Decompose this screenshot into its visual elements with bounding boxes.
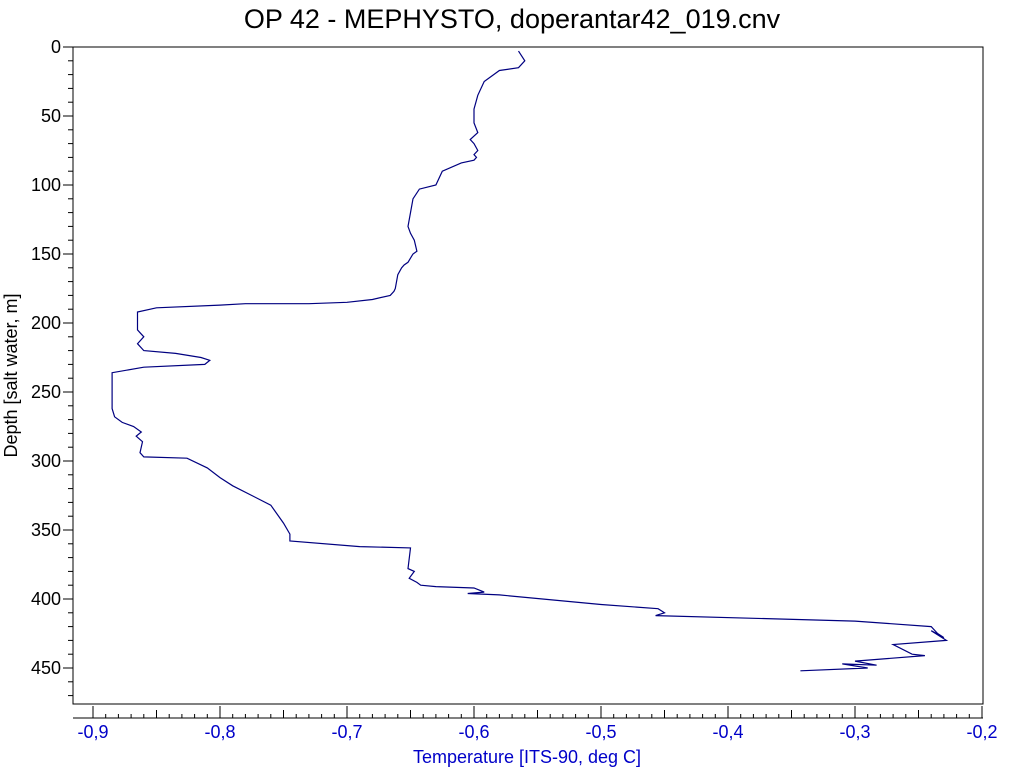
- x-axis-label: Temperature [ITS-90, deg C]: [413, 747, 641, 767]
- y-tick-label: 0: [51, 37, 61, 57]
- x-tick-label: -0,7: [331, 722, 362, 742]
- y-tick-label: 250: [31, 382, 61, 402]
- chart-title: OP 42 - MEPHYSTO, doperantar42_019.cnv: [244, 4, 781, 34]
- y-tick-label: 300: [31, 451, 61, 471]
- y-tick-label: 100: [31, 175, 61, 195]
- y-tick-label: 350: [31, 520, 61, 540]
- x-tick-label: -0,3: [839, 722, 870, 742]
- y-tick-label: 450: [31, 658, 61, 678]
- y-tick-label: 200: [31, 313, 61, 333]
- plot-area-frame: [72, 46, 984, 705]
- x-tick-label: -0,2: [966, 722, 997, 742]
- x-tick-label: -0,8: [204, 722, 235, 742]
- x-tick-label: -0,4: [712, 722, 743, 742]
- temperature-profile-line: [111, 50, 949, 672]
- x-tick-label: -0,5: [585, 722, 616, 742]
- x-tick-label: -0,6: [458, 722, 489, 742]
- y-axis-label: Depth [salt water, m]: [1, 293, 21, 457]
- y-axis: 0 50 100 150 200 250 300 350 400 450: [31, 37, 73, 697]
- y-tick-label: 50: [41, 106, 61, 126]
- y-tick-label: 400: [31, 589, 61, 609]
- y-tick-label: 150: [31, 244, 61, 264]
- x-axis: -0,9 -0,8 -0,7 -0,6 -0,5 -0,4 -0,3 -0,2: [73, 706, 998, 742]
- x-tick-label: -0,9: [77, 722, 108, 742]
